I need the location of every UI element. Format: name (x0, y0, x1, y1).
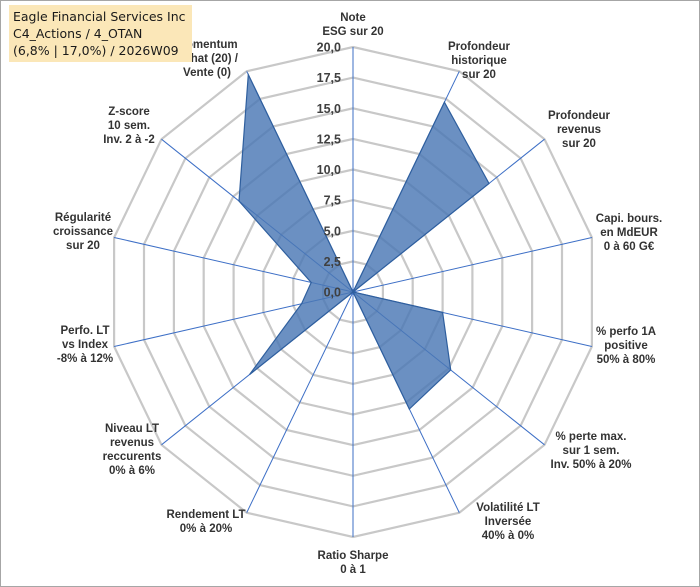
tick-label: 5,0 (324, 224, 341, 238)
tick-label: 20,0 (317, 41, 341, 55)
axis-label: Ratio Sharpe 0 à 1 (318, 550, 389, 576)
title-company: Eagle Financial Services Inc (13, 9, 186, 24)
axis-label: Profondeur historique sur 20 (448, 41, 510, 81)
axis-labels: Note ESG sur 20 Profondeur historique sur 20… (53, 12, 662, 576)
axis-label: Perfo. LT vs Index -8% à 12% (57, 325, 113, 365)
axis-spoke (246, 291, 354, 513)
axis-label: Régularité croissance sur 20 (53, 212, 113, 252)
axis-label: Capi. bours. en MdEUR 0 à 60 G€ (596, 213, 662, 253)
axis-label: Rendement LT 0% à 20% (166, 509, 245, 535)
axis-label: Momentum Achat (20) / Vente (0) (176, 39, 239, 79)
tick-label: 2,5 (324, 255, 341, 269)
axis-label-range: 50% à 80% (597, 354, 656, 366)
axis-label: Z-score 10 sem. Inv. 2 à -2 (103, 106, 155, 146)
axis-spoke (352, 237, 593, 293)
axis-label: % perfo 1A positive (596, 326, 656, 352)
tick-label: 15,0 (317, 102, 341, 116)
tick-label: 17,5 (317, 71, 341, 85)
series-area (238, 72, 490, 410)
title-period: (6,8% | 17,0%) / 2026W09 (13, 43, 179, 58)
chart-title: Eagle Financial Services Inc C4_Actions … (9, 5, 192, 62)
title-category: C4_Actions / 4_OTAN (13, 26, 143, 41)
axis-label: Note ESG sur 20 (322, 12, 383, 38)
tick-label: 0,0 (324, 286, 341, 300)
series (238, 72, 490, 410)
tick-label: 12,5 (317, 132, 341, 146)
axis-label: % perte max. sur 1 sem. Inv. 50% à 20% (551, 431, 632, 471)
tick-label: 7,5 (324, 194, 341, 208)
tick-label: 10,0 (317, 163, 341, 177)
axis-label: Niveau LT revenus reccurents 0% à 6% (103, 423, 162, 477)
tick-labels: 0,0 2,5 5,0 7,5 10,0 12,5 15,0 17,5 20,0 (317, 41, 341, 300)
axis-label: Profondeur revenus sur 20 (548, 110, 610, 150)
axis-label: Volatilité LT Inversée 40% à 0% (476, 502, 539, 542)
